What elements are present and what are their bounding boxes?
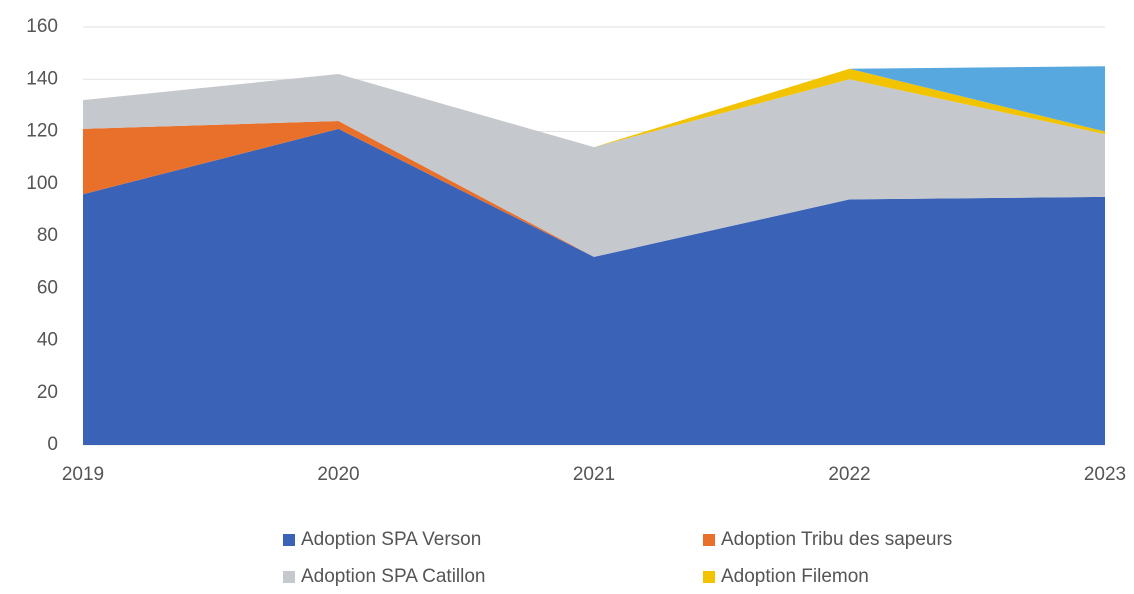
- y-tick-label: 100: [26, 173, 58, 194]
- legend-swatch: [283, 534, 295, 546]
- area: [83, 66, 1105, 148]
- y-tick-label: 20: [37, 382, 58, 403]
- x-tick-label: 2019: [62, 464, 104, 485]
- y-tick-label: 0: [47, 434, 58, 455]
- y-tick-label: 80: [37, 225, 58, 246]
- legend-label: Adoption Tribu des sapeurs: [721, 529, 952, 550]
- y-tick-label: 160: [26, 16, 58, 37]
- y-tick-label: 120: [26, 121, 58, 142]
- legend-label: Adoption SPA Verson: [301, 529, 481, 550]
- x-tick-label: 2020: [317, 464, 359, 485]
- area: [83, 128, 1105, 445]
- legend-swatch: [703, 534, 715, 546]
- x-tick-label: 2021: [573, 464, 615, 485]
- legend-swatch: [703, 571, 715, 583]
- y-tick-label: 60: [37, 277, 58, 298]
- legend-swatch: [283, 571, 295, 583]
- y-tick-label: 140: [26, 68, 58, 89]
- x-tick-label: 2023: [1084, 464, 1126, 485]
- y-tick-label: 40: [37, 330, 58, 351]
- legend-label: Adoption Filemon: [721, 566, 869, 587]
- area: [83, 74, 1105, 257]
- area: [83, 121, 1105, 257]
- x-tick-label: 2022: [828, 464, 870, 485]
- legend-label: Adoption SPA Catillon: [301, 566, 486, 587]
